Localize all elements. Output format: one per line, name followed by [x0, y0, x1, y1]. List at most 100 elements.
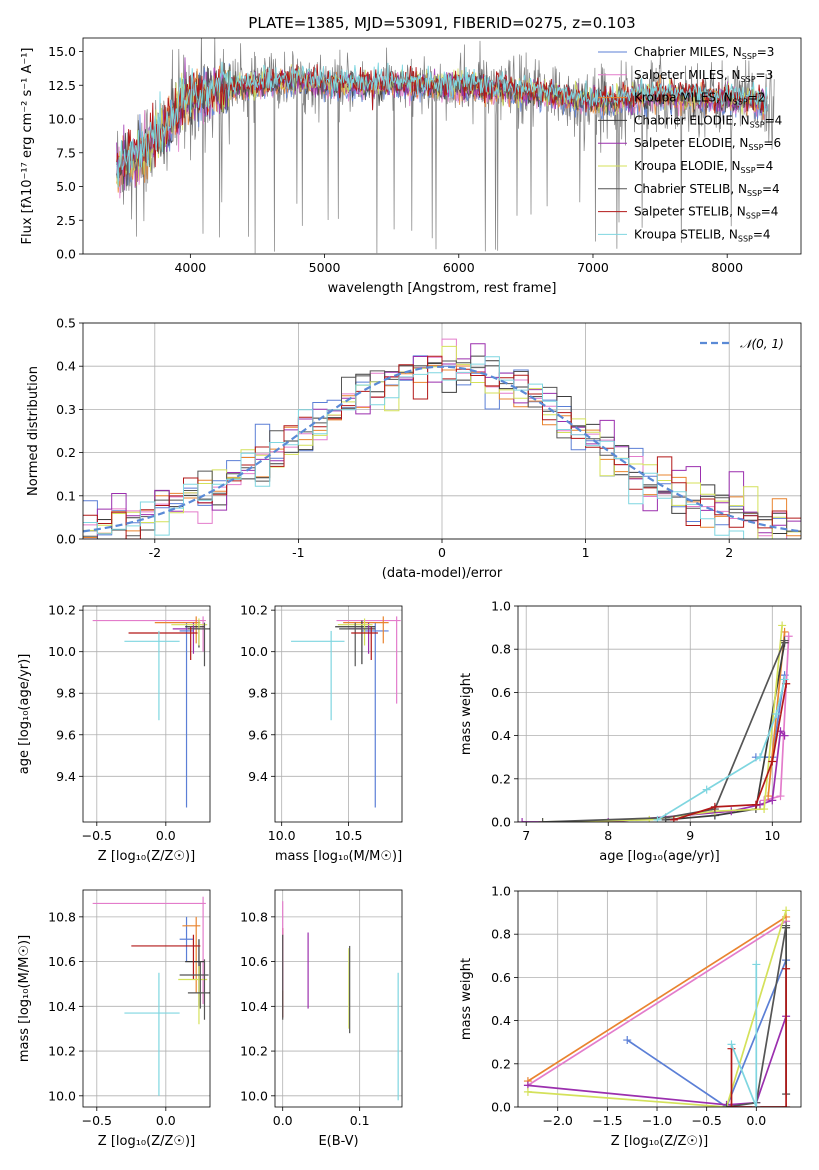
x-tick-label: −0.5 — [691, 1113, 721, 1128]
legend-label: Kroupa ELODIE, NSSP=4 — [634, 159, 773, 175]
y-tick-label: 10.4 — [240, 999, 268, 1014]
age-vs-metallicity-panel: −0.5 0.0 9.4 9.6 9.8 10.0 10.2 Z [log₁₀(Z/Z☉)] a… — [17, 603, 211, 864]
legend-label-tail: =3 — [756, 68, 774, 82]
y-tick-label: 10.0 — [48, 1088, 76, 1103]
x-tick-label: 10.0 — [268, 828, 296, 843]
legend-label-tail: =6 — [763, 136, 781, 150]
series-marker — [782, 964, 791, 973]
series-marker — [710, 802, 719, 811]
axes-frame — [82, 889, 211, 1108]
x-tick-label: 0.0 — [746, 1113, 766, 1128]
x-tick-label: −1.5 — [592, 1113, 622, 1128]
x-axis-label: Z [log₁₀(Z/Z☉)] — [98, 849, 195, 864]
legend-label-sub: SSP — [748, 143, 763, 152]
x-tick-label: 4000 — [174, 260, 206, 275]
legend-label-main: Salpeter MILES, N — [634, 68, 741, 82]
axes-frame — [274, 605, 403, 823]
x-tick-label: 0 — [438, 545, 446, 560]
y-tick-label: 10.8 — [240, 909, 268, 924]
legend-label: 𝒩(0, 1) — [740, 337, 784, 351]
x-axis-label: mass [log₁₀(M/M☉)] — [275, 849, 402, 864]
series-marker — [780, 675, 789, 684]
series-marker — [653, 815, 662, 822]
legend-label-tail: =3 — [757, 45, 775, 59]
histogram-step-line — [83, 360, 801, 539]
x-tick-label: -2 — [149, 545, 161, 560]
plot-area — [92, 616, 210, 808]
legend-label-main: Chabrier STELIB, N — [634, 182, 747, 196]
y-tick-label: 0.2 — [491, 1056, 511, 1071]
series-line — [527, 916, 787, 1082]
legend-label-main: Kroupa ELODIE, N — [634, 159, 741, 173]
y-tick-label: 12.5 — [48, 78, 76, 93]
x-tick-label: 7000 — [577, 260, 609, 275]
mass-weight-vs-age-panel: 7 8 9 10 0.0 0.2 0.4 0.6 0.8 1.0 age [log₁₀(age/yr… — [459, 599, 802, 864]
series-marker — [768, 796, 777, 805]
x-axis-label: (data-model)/error — [382, 566, 503, 581]
series-marker — [518, 818, 527, 822]
series-marker — [780, 731, 789, 740]
x-axis-label: E(B-V) — [318, 1134, 358, 1149]
y-tick-label: 0.4 — [491, 1013, 511, 1028]
x-tick-label: 9 — [686, 828, 694, 843]
series-marker — [780, 636, 789, 645]
series-marker — [523, 1087, 532, 1096]
series-marker — [755, 753, 764, 762]
series-line — [665, 642, 786, 821]
x-tick-label: 0.0 — [156, 1113, 176, 1128]
legend-label-sub: SSP — [746, 212, 761, 221]
y-axis-label: Normed distribution — [26, 366, 41, 496]
plot-area — [523, 906, 791, 1107]
legend-label-main: Chabrier ELODIE, N — [634, 113, 750, 127]
residual-histogram-panel: -2 -1 0 1 2 0.0 0.1 0.2 0.3 0.4 0.5 (data-model)/er… — [26, 316, 802, 581]
y-tick-label: 10.6 — [48, 954, 76, 969]
x-tick-label: −0.5 — [82, 1113, 112, 1128]
x-tick-label: −2.0 — [543, 1113, 573, 1128]
y-axis-label: Flux [fλ10⁻¹⁷ erg cm⁻² s⁻¹ A⁻¹] — [20, 48, 35, 245]
y-tick-label: 10.0 — [48, 112, 76, 127]
legend-label-tail: =4 — [756, 159, 774, 173]
axes-frame — [82, 37, 802, 255]
series-line — [542, 640, 786, 822]
series-marker — [722, 1103, 731, 1107]
axes-frame — [517, 605, 802, 823]
legend-label-main: Salpeter ELODIE, N — [634, 136, 748, 150]
mass-weight-vs-metallicity-panel: −2.0 −1.5 −1.0 −0.5 0.0 0.0 0.2 0.4 0.6 0.8 1.0 Z [… — [459, 884, 802, 1149]
y-tick-label: 0.0 — [491, 815, 511, 830]
x-tick-label: 5000 — [309, 260, 341, 275]
y-tick-label: 10.6 — [240, 954, 268, 969]
y-tick-label: 9.6 — [248, 727, 268, 742]
legend-label-sub: SSP — [747, 189, 762, 198]
series-marker — [702, 785, 711, 794]
normal-reference-curve — [83, 365, 801, 533]
age-vs-mass-panel: 10.0 10.5 9.4 9.6 9.8 10.0 10.2 mass [log₁₀(M/M… — [240, 603, 403, 864]
series-marker — [768, 757, 777, 766]
series-line — [730, 968, 787, 1107]
histogram-step-line — [83, 356, 801, 539]
y-tick-label: 9.4 — [248, 769, 268, 784]
legend-label-main: Kroupa STELIB, N — [634, 227, 738, 241]
y-tick-label: 0.0 — [491, 1100, 511, 1115]
y-tick-label: 2.5 — [56, 213, 76, 228]
x-tick-label: 8 — [604, 828, 612, 843]
x-axis-label: wavelength [Angstrom, rest frame] — [328, 281, 557, 296]
x-tick-label: 6000 — [443, 260, 475, 275]
y-tick-label: 0.6 — [491, 685, 511, 700]
y-tick-label: 0.0 — [56, 247, 76, 262]
plot-area — [291, 616, 401, 808]
series-marker — [538, 818, 547, 822]
x-tick-label: 2 — [725, 545, 733, 560]
x-tick-label: 0.1 — [350, 1113, 370, 1128]
legend-label: Kroupa STELIB, NSSP=4 — [634, 227, 771, 243]
series-marker — [760, 805, 769, 814]
y-axis-label: age [log₁₀(age/yr)] — [17, 654, 32, 775]
series-marker — [772, 710, 781, 718]
plot-area — [518, 621, 793, 822]
series-marker — [751, 800, 760, 809]
legend-label-sub: SSP — [738, 234, 753, 243]
x-axis-label: Z [log₁₀(Z/Z☉)] — [611, 1134, 708, 1149]
y-tick-label: 10.2 — [240, 603, 268, 618]
series-marker — [782, 906, 791, 915]
y-tick-label: 10.2 — [48, 1044, 76, 1059]
